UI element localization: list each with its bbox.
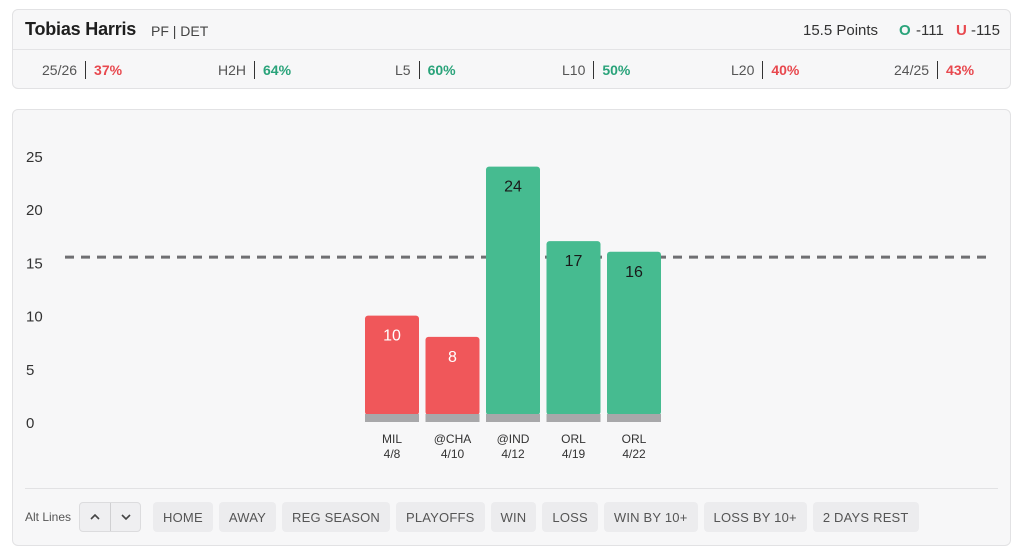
stat-value: 60% xyxy=(427,62,456,78)
bar-value-label: 10 xyxy=(383,328,401,345)
player-name: Tobias Harris xyxy=(25,19,137,39)
x-tick-date: 4/10 xyxy=(441,447,465,461)
filter-win[interactable]: WIN xyxy=(490,502,537,532)
stat-l5: L5 60% xyxy=(395,60,456,80)
y-tick-label: 20 xyxy=(26,202,43,219)
y-tick-label: 25 xyxy=(26,149,43,166)
player-header-top: Tobias Harris PF | DET 15.5 Points O -11… xyxy=(13,10,1010,50)
stat-separator xyxy=(85,61,87,79)
bar-value-label: 16 xyxy=(625,264,643,281)
stat-value: 64% xyxy=(263,62,292,78)
stat-value: 37% xyxy=(94,62,123,78)
player-position-team: PF | DET xyxy=(151,23,209,39)
stat-separator xyxy=(593,61,595,79)
bar-base-4 xyxy=(546,414,601,422)
x-tick-opponent: ORL xyxy=(561,432,586,446)
chevron-down-icon xyxy=(120,514,131,520)
filter-away[interactable]: AWAY xyxy=(218,502,276,532)
stat-label: L5 xyxy=(395,62,411,78)
stat-season-2526: 25/26 37% xyxy=(42,60,122,80)
stat-separator xyxy=(937,61,939,79)
prop-line: 15.5 Points xyxy=(803,22,879,39)
stat-value: 43% xyxy=(946,62,975,78)
bar-base-3 xyxy=(486,414,540,422)
under-odds[interactable]: -115 xyxy=(971,22,1000,39)
bar-value-label: 24 xyxy=(504,179,522,196)
stat-l10: L10 50% xyxy=(562,60,630,80)
stat-label: 24/25 xyxy=(894,62,930,78)
filter-loss-by-10[interactable]: LOSS BY 10+ xyxy=(703,502,807,532)
stat-value: 50% xyxy=(602,62,631,78)
filter-bar: Alt Lines HOME AWAY REG SEASON PLAYOFFS … xyxy=(25,502,925,532)
player-header-card: Tobias Harris PF | DET 15.5 Points O -11… xyxy=(12,9,1011,89)
filter-loss[interactable]: LOSS xyxy=(542,502,598,532)
chevron-up-icon xyxy=(90,514,100,520)
bar-value-label: 8 xyxy=(448,349,457,366)
bar-game-5[interactable] xyxy=(607,251,661,415)
bar-base-1 xyxy=(365,414,419,422)
filter-reg-season[interactable]: REG SEASON xyxy=(282,502,390,532)
filter-2-days-rest[interactable]: 2 DAYS REST xyxy=(812,502,919,532)
filter-playoffs[interactable]: PLAYOFFS xyxy=(395,502,485,532)
bar-base-5 xyxy=(607,414,661,422)
bar-game-2[interactable] xyxy=(425,336,480,415)
x-tick-opponent: @CHA xyxy=(434,432,472,446)
over-label[interactable]: O xyxy=(899,22,911,39)
bar-base-2 xyxy=(425,414,480,422)
y-tick-label: 0 xyxy=(26,415,34,432)
game-log-chart-card: 0 5 10 15 20 25 10 MIL 4/8 8 @CHA 4/10 24 @IND 4/12 17 O… xyxy=(12,109,1011,546)
x-tick-date: 4/8 xyxy=(384,447,401,461)
x-tick-opponent: MIL xyxy=(382,432,402,446)
alt-line-down-button[interactable] xyxy=(110,503,140,531)
y-tick-label: 10 xyxy=(26,309,43,326)
over-odds[interactable]: -111 xyxy=(916,22,944,39)
x-tick-date: 4/19 xyxy=(562,447,586,461)
filter-home[interactable]: HOME xyxy=(153,502,213,532)
alt-lines-stepper xyxy=(79,502,142,532)
x-tick-opponent: ORL xyxy=(622,432,647,446)
x-tick-date: 4/12 xyxy=(501,447,525,461)
x-tick-opponent: @IND xyxy=(497,432,530,446)
x-tick-date: 4/22 xyxy=(622,447,646,461)
stat-label: L10 xyxy=(562,62,586,78)
stat-label: L20 xyxy=(731,62,755,78)
y-tick-label: 15 xyxy=(26,255,43,272)
stat-h2h: H2H 64% xyxy=(218,60,291,80)
stat-separator xyxy=(418,61,420,79)
y-tick-label: 5 xyxy=(26,362,34,379)
alt-lines-label: Alt Lines xyxy=(25,510,72,524)
filter-win-by-10[interactable]: WIN BY 10+ xyxy=(603,502,698,532)
stat-label: H2H xyxy=(218,62,247,78)
bar-value-label: 17 xyxy=(565,253,583,270)
alt-line-up-button[interactable] xyxy=(80,503,110,531)
stat-l20: L20 40% xyxy=(731,60,799,80)
stat-separator xyxy=(254,61,256,79)
bar-game-3[interactable] xyxy=(486,166,540,415)
under-label[interactable]: U xyxy=(956,22,967,39)
stat-separator xyxy=(762,61,764,79)
stat-label: 25/26 xyxy=(42,62,78,78)
filters-divider xyxy=(25,488,998,489)
stat-season-2425: 24/25 43% xyxy=(894,60,974,80)
bar-game-4[interactable] xyxy=(546,241,601,415)
stat-value: 40% xyxy=(771,62,800,78)
bar-game-1[interactable] xyxy=(365,315,419,415)
